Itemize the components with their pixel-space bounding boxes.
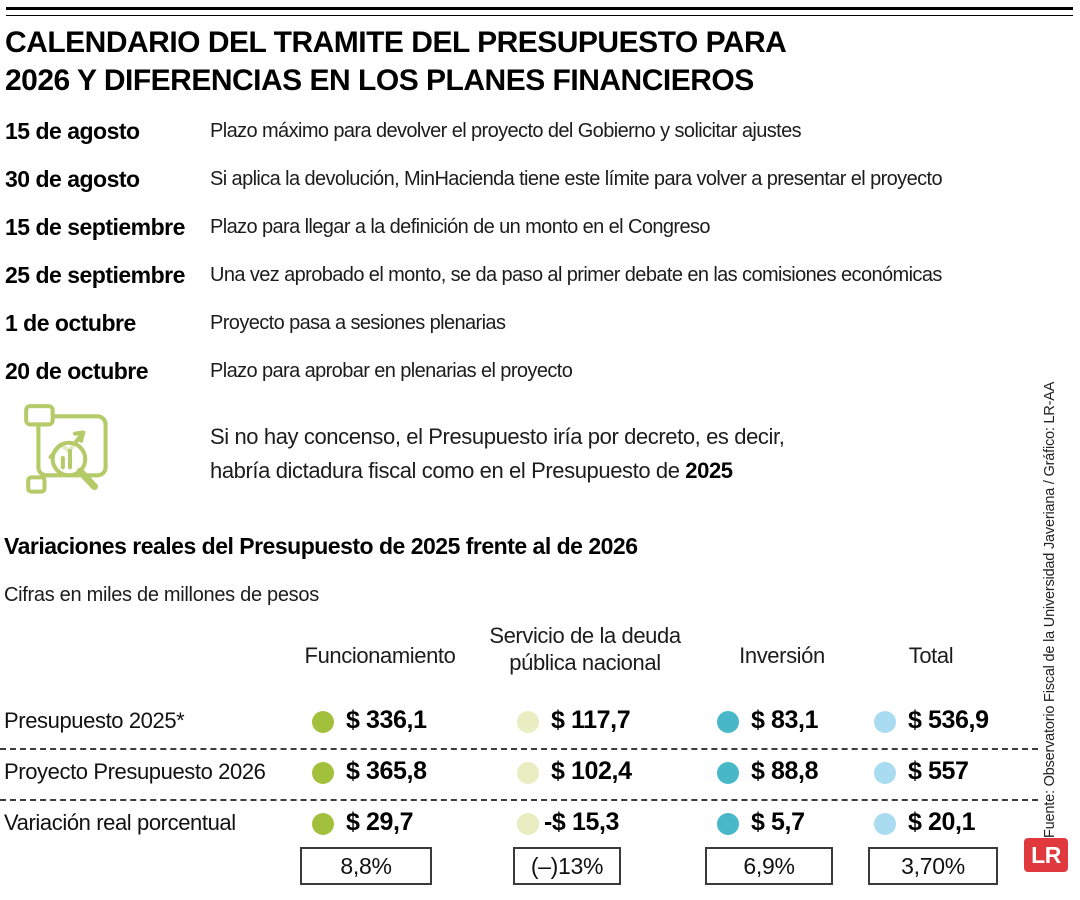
row-label-proyecto-2026: Proyecto Presupuesto 2026 — [4, 759, 266, 784]
value-cell: $ 5,7 — [751, 808, 805, 836]
timeline-text: Plazo para llegar a la definición de un … — [210, 216, 711, 238]
dot-inversion — [717, 813, 739, 835]
dot-total — [874, 711, 896, 733]
percent-box-funcionamiento: 8,8% — [300, 847, 432, 885]
value-cell: $ 88,8 — [751, 757, 819, 785]
decree-note-line1: Si no hay concenso, el Presupuesto iría … — [210, 424, 785, 449]
timeline: 15 de agosto Plazo máximo para devolver … — [5, 110, 1075, 398]
top-rule-thin — [6, 15, 1073, 16]
row-divider — [0, 748, 1038, 750]
column-header-servicio-deuda: Servicio de la deuda pública nacional — [489, 623, 681, 675]
source-credits: Fuente: Observatorio Fiscal de la Univer… — [1042, 381, 1058, 838]
dot-funcionamiento — [312, 711, 334, 733]
decree-note-line2: habría dictadura fiscal como en el Presu… — [210, 454, 784, 488]
timeline-text: Plazo máximo para devolver el proyecto d… — [210, 120, 802, 142]
decree-note-line2-text: habría dictadura fiscal como en el Presu… — [210, 458, 686, 483]
row-divider — [0, 799, 1038, 801]
top-rule-thick — [6, 7, 1073, 10]
value-cell: $ 336,1 — [346, 706, 427, 734]
page-title-line1: CALENDARIO DEL TRAMITE DEL PRESUPUESTO P… — [5, 26, 787, 59]
dot-servicio-deuda — [517, 813, 539, 835]
row-label-variacion: Variación real porcentual — [4, 810, 236, 835]
timeline-text: Proyecto pasa a sesiones plenarias — [210, 312, 506, 334]
column-header-total: Total — [908, 643, 954, 668]
page-title: CALENDARIO DEL TRAMITE DEL PRESUPUESTO P… — [5, 24, 787, 100]
lr-logo: LR — [1024, 838, 1068, 872]
timeline-date: 1 de octubre — [5, 310, 136, 336]
percent-box-total: 3,70% — [868, 847, 998, 885]
dot-inversion — [717, 762, 739, 784]
dot-total — [874, 762, 896, 784]
timeline-date: 30 de agosto — [5, 166, 140, 192]
timeline-date: 20 de octubre — [5, 358, 149, 384]
section-title: Variaciones reales del Presupuesto de 20… — [4, 533, 638, 559]
column-header-funcionamiento: Funcionamiento — [304, 643, 456, 668]
timeline-date: 25 de septiembre — [5, 262, 185, 288]
value-cell: $ 557 — [908, 757, 969, 785]
dot-funcionamiento — [312, 813, 334, 835]
value-cell: $ 102,4 — [551, 757, 632, 785]
timeline-text: Plazo para aprobar en plenarias el proye… — [210, 360, 573, 382]
dot-inversion — [717, 711, 739, 733]
timeline-row: 1 de octubre Proyecto pasa a sesiones pl… — [5, 302, 1075, 350]
percent-box-servicio-deuda: (–)13% — [513, 847, 621, 885]
dot-total — [874, 813, 896, 835]
decree-note: Si no hay concenso, el Presupuesto iría … — [210, 420, 785, 488]
value-cell: $ 365,8 — [346, 757, 427, 785]
section-subtitle: Cifras en miles de millones de pesos — [4, 584, 319, 606]
value-cell: $ 20,1 — [908, 808, 976, 836]
chart-magnifier-icon — [16, 400, 128, 512]
page-title-line2: 2026 Y DIFERENCIAS EN LOS PLANES FINANCI… — [5, 64, 754, 97]
percent-box-inversion: 6,9% — [705, 847, 833, 885]
value-cell: $ 83,1 — [751, 706, 819, 734]
value-cell: -$ 15,3 — [544, 808, 620, 836]
timeline-row: 25 de septiembre Una vez aprobado el mon… — [5, 254, 1075, 302]
timeline-row: 20 de octubre Plazo para aprobar en plen… — [5, 350, 1075, 398]
column-header-inversion: Inversión — [739, 643, 825, 668]
decree-note-year: 2025 — [685, 458, 733, 483]
timeline-date: 15 de agosto — [5, 118, 140, 144]
timeline-row: 30 de agosto Si aplica la devolución, Mi… — [5, 158, 1075, 206]
timeline-row: 15 de septiembre Plazo para llegar a la … — [5, 206, 1075, 254]
timeline-text: Si aplica la devolución, MinHacienda tie… — [210, 168, 943, 190]
value-cell: $ 29,7 — [346, 808, 414, 836]
dot-servicio-deuda — [517, 711, 539, 733]
timeline-date: 15 de septiembre — [5, 214, 185, 240]
dot-funcionamiento — [312, 762, 334, 784]
value-cell: $ 117,7 — [551, 706, 631, 734]
timeline-text: Una vez aprobado el monto, se da paso al… — [210, 264, 942, 286]
value-cell: $ 536,9 — [908, 706, 989, 734]
row-label-presupuesto-2025: Presupuesto 2025* — [4, 708, 185, 733]
dot-servicio-deuda — [517, 762, 539, 784]
timeline-row: 15 de agosto Plazo máximo para devolver … — [5, 110, 1075, 158]
